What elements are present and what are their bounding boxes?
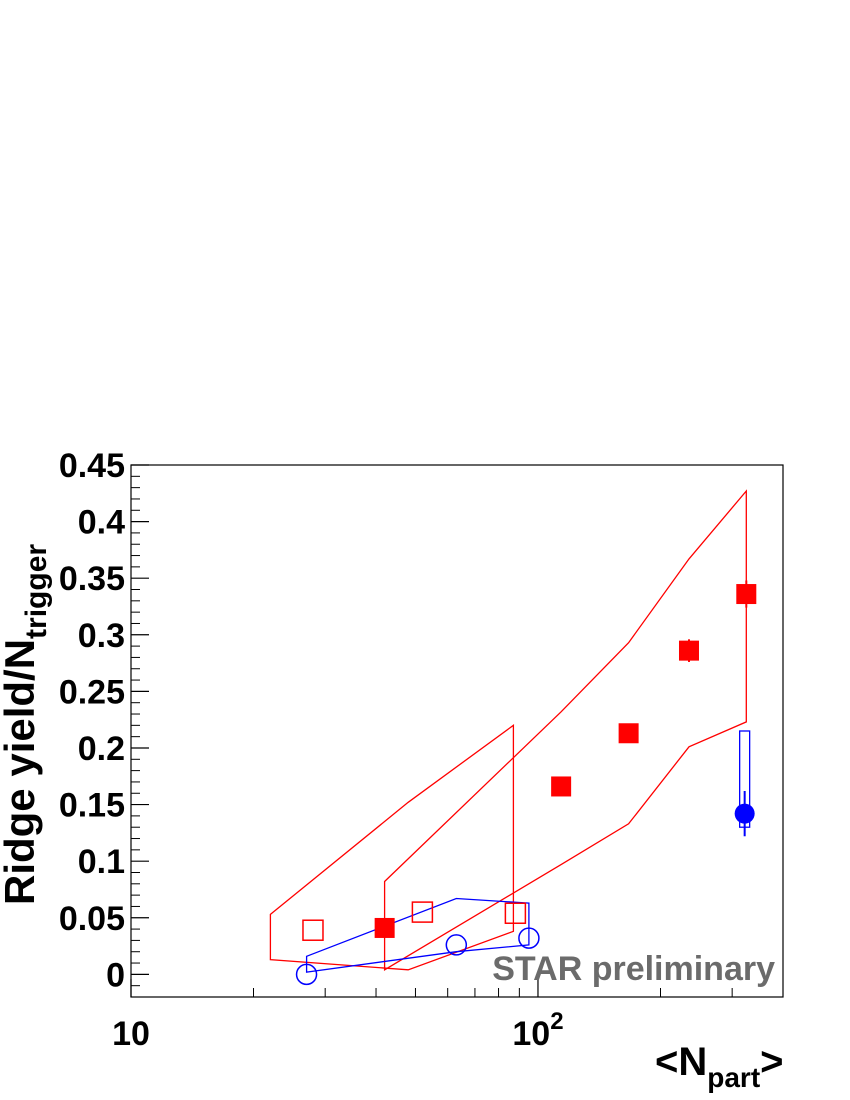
circle-filled-marker — [734, 803, 755, 824]
y-tick-label: 0.45 — [59, 447, 125, 485]
circle-open-marker — [295, 963, 318, 986]
square-filled-marker — [618, 723, 639, 744]
y-tick-label: 0.4 — [78, 504, 125, 542]
y-tick-label: 0.25 — [59, 673, 125, 711]
systematic-bands — [269, 489, 747, 973]
circle-open-marker — [445, 934, 468, 956]
square-open-marker — [504, 902, 527, 924]
x-tick-label: 102 — [512, 1008, 563, 1053]
square-filled-marker — [736, 584, 757, 605]
x-axis-title: <Npart> — [655, 1040, 784, 1093]
square-open-marker — [302, 919, 324, 941]
y-tick-label: 0 — [106, 956, 125, 994]
square-filled-marker — [374, 917, 395, 938]
systematic-band — [305, 897, 530, 973]
y-tick-label: 0.2 — [78, 730, 125, 768]
y-tick-label: 0.35 — [59, 560, 125, 598]
y-tick-label: 0.3 — [78, 617, 125, 655]
y-axis-title: Ridge yield/Ntrigger — [0, 544, 53, 905]
square-filled-marker — [551, 776, 572, 797]
systematic-band — [383, 489, 747, 971]
data-points — [295, 580, 757, 986]
systematic-band — [269, 724, 515, 971]
y-tick-label: 0.05 — [59, 900, 125, 938]
square-open-marker — [411, 901, 434, 923]
star-preliminary-label: STAR preliminary — [492, 950, 775, 988]
plot-frame — [130, 464, 784, 998]
y-tick-label: 0.1 — [78, 843, 125, 881]
x-axis-ticks: 10 102 — [112, 979, 784, 1053]
square-filled-marker — [678, 640, 699, 661]
plot-border — [130, 464, 784, 998]
x-tick-label: 10 — [112, 1015, 150, 1053]
y-axis-ticks: 0 0.05 0.1 0.15 0.2 0.25 0.3 0.35 0.4 0.45 — [59, 447, 149, 994]
y-tick-label: 0.15 — [59, 787, 125, 825]
circle-open-marker — [518, 927, 540, 949]
